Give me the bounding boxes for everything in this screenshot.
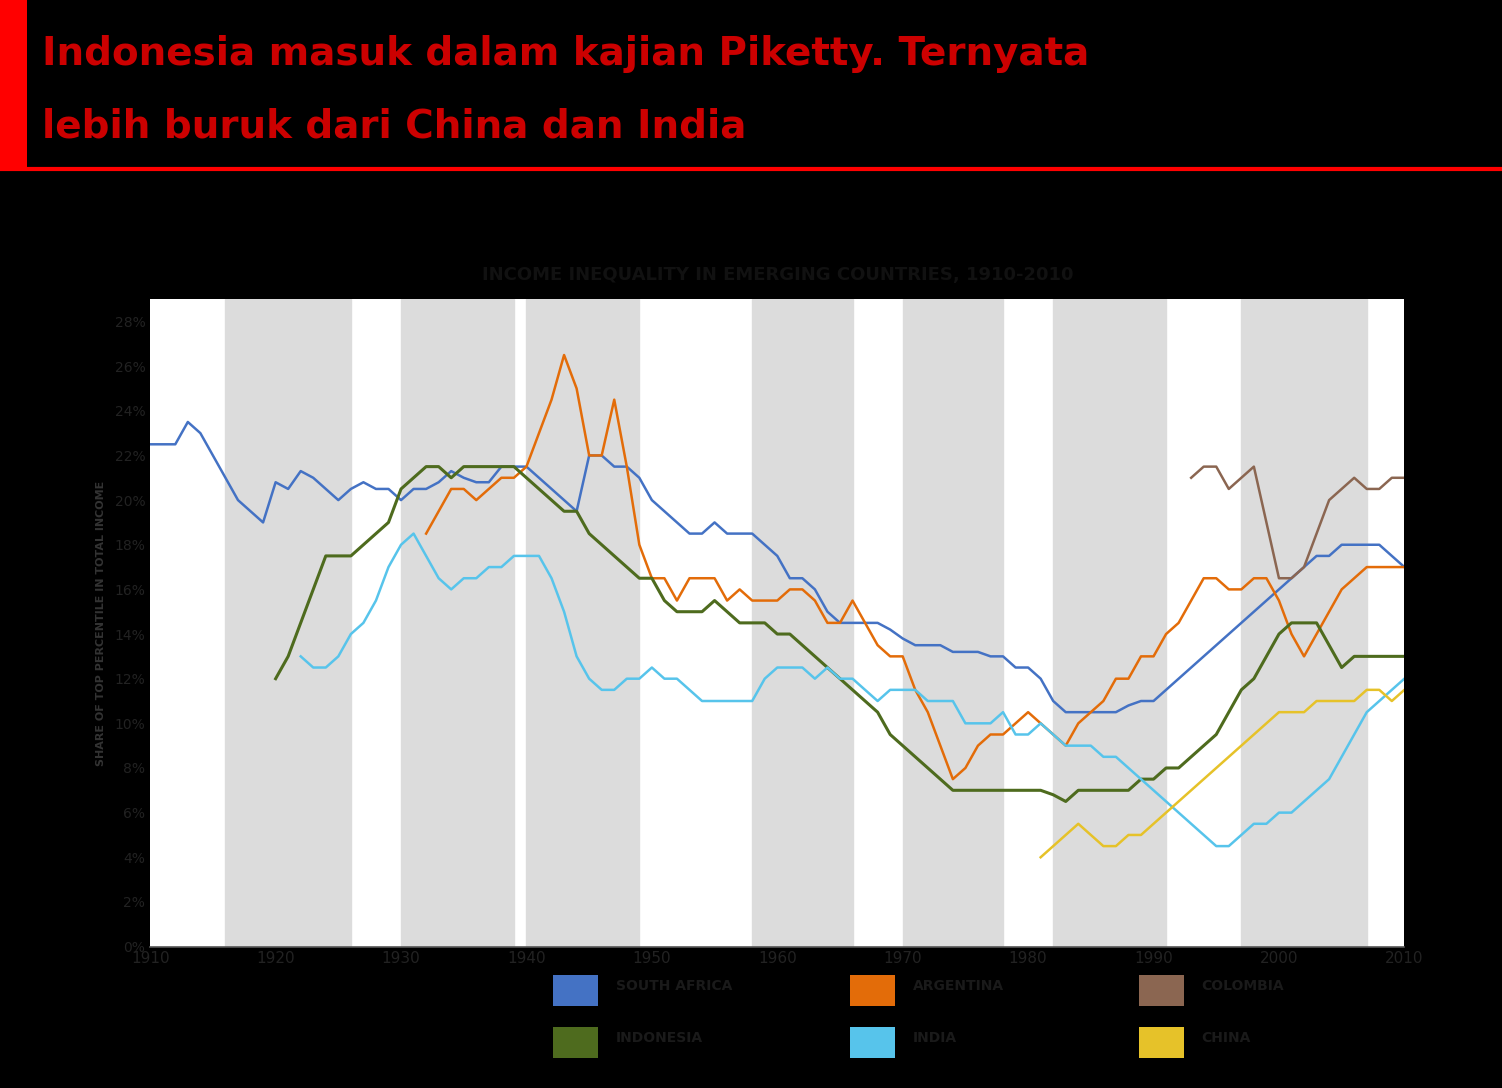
- Bar: [1139, 1027, 1184, 1058]
- Text: COLOMBIA: COLOMBIA: [1202, 979, 1284, 993]
- Text: CHINA: CHINA: [1202, 1031, 1251, 1046]
- Bar: [753, 299, 853, 947]
- Title: INCOME INEQUALITY IN EMERGING COUNTRIES, 1910-2010: INCOME INEQUALITY IN EMERGING COUNTRIES,…: [482, 265, 1072, 284]
- Bar: [1241, 299, 1367, 947]
- Text: Indonesia masuk dalam kajian Piketty. Ternyata: Indonesia masuk dalam kajian Piketty. Te…: [42, 35, 1089, 73]
- Bar: [850, 975, 895, 1006]
- Text: ARGENTINA: ARGENTINA: [913, 979, 1005, 993]
- Bar: [401, 299, 514, 947]
- Bar: [527, 299, 640, 947]
- Text: INDONESIA: INDONESIA: [616, 1031, 703, 1046]
- Text: lebih buruk dari China dan India: lebih buruk dari China dan India: [42, 108, 746, 146]
- Bar: [850, 1027, 895, 1058]
- Bar: [553, 975, 598, 1006]
- Text: INDIA: INDIA: [913, 1031, 957, 1046]
- Bar: [1139, 975, 1184, 1006]
- Y-axis label: SHARE OF TOP PERCENTILE IN TOTAL INCOME: SHARE OF TOP PERCENTILE IN TOTAL INCOME: [96, 480, 107, 766]
- FancyBboxPatch shape: [0, 0, 27, 169]
- Bar: [553, 1027, 598, 1058]
- Text: SOUTH AFRICA: SOUTH AFRICA: [616, 979, 731, 993]
- Bar: [903, 299, 1003, 947]
- Bar: [1053, 299, 1166, 947]
- Bar: [225, 299, 351, 947]
